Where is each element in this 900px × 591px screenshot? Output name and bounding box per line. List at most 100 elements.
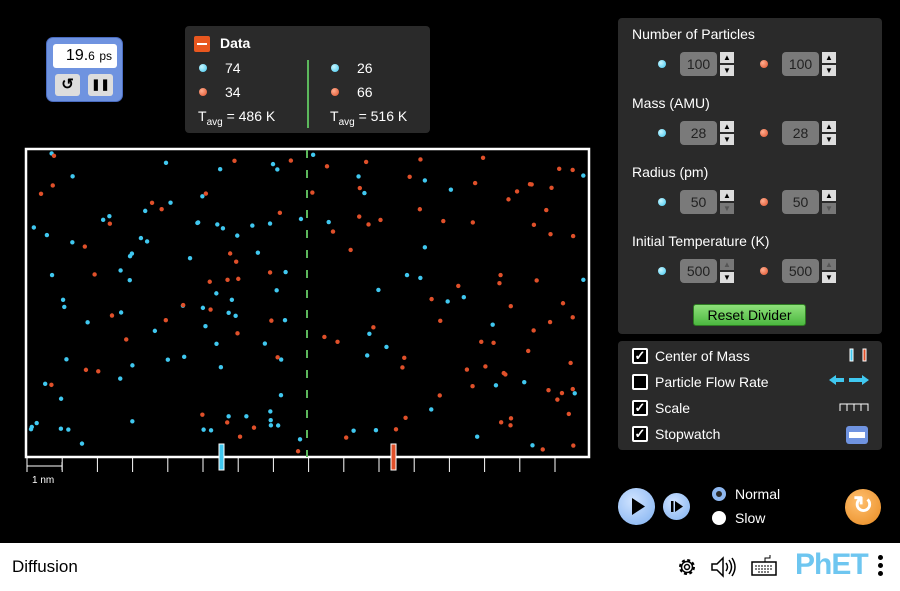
decrement-arrow-icon[interactable]: ▼ bbox=[720, 203, 734, 214]
cyan-particle bbox=[85, 320, 90, 325]
cyan-particle bbox=[581, 173, 586, 178]
red-center-of-mass-marker bbox=[390, 443, 397, 471]
increment-arrow-icon[interactable]: ▲ bbox=[822, 259, 836, 270]
cyan-particle-icon bbox=[199, 64, 207, 72]
reset-all-button[interactable]: ↻ bbox=[845, 489, 881, 525]
decrement-arrow-icon[interactable]: ▼ bbox=[720, 134, 734, 145]
red-particle bbox=[508, 416, 514, 421]
red-particle bbox=[235, 331, 240, 336]
red-particle bbox=[107, 221, 113, 226]
checkbox-0[interactable]: ✓ bbox=[632, 348, 648, 364]
red-particle bbox=[417, 207, 423, 212]
cyan-particle-icon bbox=[658, 198, 666, 206]
stopwatch-reset-button[interactable]: ↺ bbox=[55, 74, 80, 96]
option-label: Center of Mass bbox=[655, 348, 750, 364]
decrement-arrow-icon[interactable]: ▼ bbox=[822, 203, 836, 214]
red-particle bbox=[546, 387, 551, 393]
red-particle bbox=[51, 153, 57, 159]
collapse-button[interactable] bbox=[194, 36, 210, 52]
cyan-particle bbox=[214, 291, 219, 296]
flow-rate-arrows-icon bbox=[829, 373, 869, 392]
left-cyan-count: 74 bbox=[225, 60, 241, 76]
red-particle bbox=[418, 157, 423, 162]
phet-logo[interactable]: PhET bbox=[795, 548, 869, 581]
red-particle bbox=[559, 390, 565, 396]
cyan-particle bbox=[152, 328, 158, 334]
navigation-bar: Diffusion PhET bbox=[0, 543, 900, 591]
cyan-particle bbox=[384, 344, 389, 350]
data-divider-line bbox=[307, 60, 309, 128]
red-particle bbox=[357, 185, 363, 191]
decrement-arrow-icon[interactable]: ▼ bbox=[720, 65, 734, 76]
scale-label: 1 nm bbox=[32, 475, 55, 486]
increment-arrow-icon[interactable]: ▲ bbox=[720, 121, 734, 132]
cyan-particle bbox=[165, 357, 171, 362]
red-particle bbox=[429, 296, 434, 302]
right-cyan-count: 26 bbox=[357, 60, 373, 76]
increment-arrow-icon[interactable]: ▲ bbox=[822, 52, 836, 63]
red-particle bbox=[497, 281, 502, 286]
increment-arrow-icon[interactable]: ▲ bbox=[720, 259, 734, 270]
stopwatch-pause-button[interactable]: ❚❚ bbox=[88, 74, 113, 96]
red-particle bbox=[277, 210, 283, 216]
red-number-field[interactable]: 100 bbox=[782, 52, 819, 76]
red-number-field[interactable]: 28 bbox=[782, 121, 819, 145]
decrement-arrow-icon[interactable]: ▼ bbox=[822, 65, 836, 76]
decrement-arrow-icon[interactable]: ▼ bbox=[720, 272, 734, 283]
settings-gear-icon[interactable] bbox=[675, 555, 699, 579]
cyan-particle bbox=[448, 187, 454, 192]
radio-slow[interactable] bbox=[712, 511, 726, 525]
radio-normal[interactable] bbox=[712, 487, 726, 501]
keyboard-icon[interactable] bbox=[750, 554, 778, 578]
cyan-particle bbox=[474, 434, 480, 439]
red-particle bbox=[566, 411, 572, 417]
cyan-particle bbox=[62, 304, 67, 310]
red-particle bbox=[310, 190, 315, 195]
red-particle bbox=[233, 259, 239, 264]
decrement-arrow-icon[interactable]: ▼ bbox=[822, 134, 836, 145]
cyan-particle bbox=[461, 294, 467, 300]
checkbox-1[interactable] bbox=[632, 374, 648, 390]
red-particle bbox=[50, 183, 55, 188]
increment-arrow-icon[interactable]: ▲ bbox=[822, 121, 836, 132]
sound-icon[interactable] bbox=[710, 555, 738, 579]
reset-icon: ↻ bbox=[852, 492, 874, 519]
red-particle bbox=[124, 337, 129, 342]
red-particle bbox=[348, 247, 353, 253]
options-panel: ✓ Center of Mass Particle Flow Rate ✓ Scale ✓… bbox=[618, 341, 882, 450]
increment-arrow-icon[interactable]: ▲ bbox=[822, 190, 836, 201]
cyan-particle bbox=[34, 420, 39, 426]
more-options-icon[interactable] bbox=[878, 555, 883, 576]
cyan-particle bbox=[365, 353, 370, 358]
decrement-arrow-icon[interactable]: ▼ bbox=[822, 272, 836, 283]
option-label: Scale bbox=[655, 400, 691, 416]
play-button[interactable] bbox=[618, 488, 655, 525]
checkbox-2[interactable]: ✓ bbox=[632, 400, 648, 416]
red-particle bbox=[343, 435, 349, 440]
cyan-particle bbox=[262, 341, 268, 346]
pause-icon: ❚❚ bbox=[91, 79, 110, 91]
stopwatch[interactable]: 19.6 ps ↺ ❚❚ bbox=[46, 37, 123, 102]
cyan-particle bbox=[268, 423, 274, 428]
red-particle bbox=[363, 159, 369, 165]
increment-arrow-icon[interactable]: ▲ bbox=[720, 190, 734, 201]
red-particle bbox=[456, 283, 461, 289]
cyan-number-field[interactable]: 500 bbox=[680, 259, 717, 283]
red-number-field[interactable]: 50 bbox=[782, 190, 819, 214]
right-red-count: 66 bbox=[357, 84, 373, 100]
red-number-field[interactable]: 500 bbox=[782, 259, 819, 283]
cyan-number-field[interactable]: 28 bbox=[680, 121, 717, 145]
reset-divider-button[interactable]: Reset Divider bbox=[693, 304, 806, 326]
cyan-number-field[interactable]: 100 bbox=[680, 52, 717, 76]
cyan-particle bbox=[429, 407, 434, 412]
step-button[interactable] bbox=[663, 493, 690, 520]
increment-arrow-icon[interactable]: ▲ bbox=[720, 52, 734, 63]
red-particle bbox=[357, 214, 362, 219]
cyan-particle bbox=[270, 161, 276, 167]
red-particle bbox=[544, 207, 549, 213]
checkbox-3[interactable]: ✓ bbox=[632, 426, 648, 442]
cyan-particle bbox=[44, 232, 50, 238]
cyan-number-field[interactable]: 50 bbox=[680, 190, 717, 214]
cyan-particle bbox=[310, 152, 316, 158]
cyan-particle bbox=[201, 427, 206, 432]
